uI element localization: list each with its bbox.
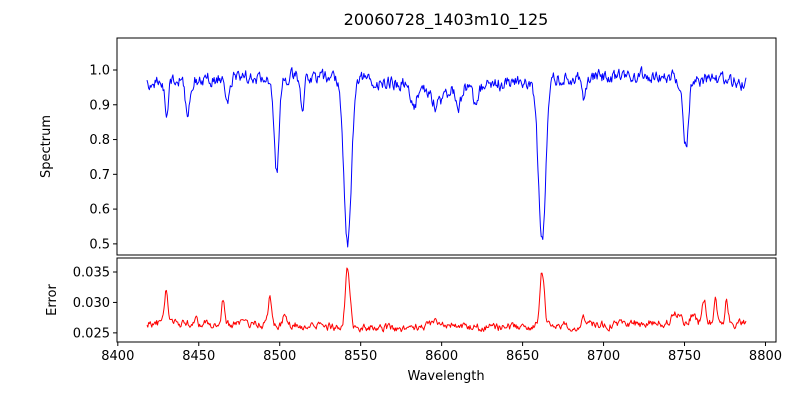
series-layer — [146, 66, 747, 333]
x-axis-label: Wavelength — [407, 369, 484, 384]
y-tick-label: 0.8 — [89, 133, 110, 148]
spectrum-y-axis-label: Spectrum — [39, 115, 54, 178]
y-tick-label: 0.035 — [73, 266, 110, 281]
y-tick-label: 0.7 — [89, 168, 110, 183]
x-tick-label: 8750 — [668, 349, 701, 364]
spectrum-series — [146, 66, 747, 248]
x-tick-label: 8600 — [425, 349, 458, 364]
x-tick-label: 8650 — [506, 349, 539, 364]
plot-border — [116, 257, 777, 343]
x-tick-label: 8450 — [182, 349, 215, 364]
y-tick-label: 0.6 — [89, 203, 110, 218]
plot-border — [116, 37, 777, 256]
error-y-axis-label: Error — [45, 284, 60, 316]
x-tick-label: 8800 — [749, 349, 782, 364]
axes-layer: 0.5 0.6 0.7 0.8 0.9 1.0 0.025 0.030 0.035 8400 845… — [73, 37, 782, 364]
y-tick-label: 1.0 — [89, 64, 110, 79]
chart-title: 20060728_1403m10_125 — [344, 10, 549, 30]
x-tick-label: 8400 — [101, 349, 134, 364]
y-tick-label: 0.5 — [89, 237, 110, 252]
y-tick-label: 0.9 — [89, 98, 110, 113]
error-series — [146, 267, 747, 333]
x-tick-label: 8550 — [344, 349, 377, 364]
y-tick-label: 0.025 — [73, 326, 110, 341]
y-tick-label: 0.030 — [73, 296, 110, 311]
x-tick-label: 8700 — [587, 349, 620, 364]
x-tick-label: 8500 — [263, 349, 296, 364]
